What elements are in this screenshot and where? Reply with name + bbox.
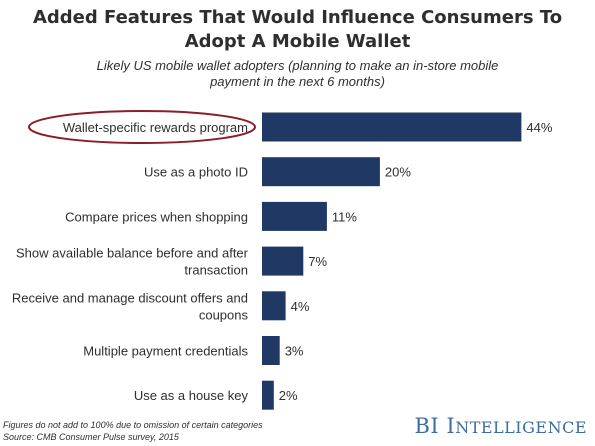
chart-subtitle-line-2: payment in the next 6 months) bbox=[210, 74, 385, 89]
value-label-4: 7% bbox=[308, 254, 327, 269]
category-label-7: Use as a house key bbox=[134, 388, 249, 403]
category-label-4-line-2: transaction bbox=[184, 263, 248, 278]
footnote-source: Source: CMB Consumer Pulse survey, 2015 bbox=[3, 432, 179, 442]
category-label-2-line-1: Use as a photo ID bbox=[144, 165, 248, 180]
logo-word-first: I bbox=[446, 414, 456, 438]
chart-subtitle-line-1: Likely US mobile wallet adopters (planni… bbox=[96, 58, 499, 73]
value-label-1: 44% bbox=[526, 120, 552, 135]
bar-6 bbox=[262, 336, 280, 365]
category-label-5-line-2: coupons bbox=[199, 307, 249, 322]
bi-intelligence-logo: BI INTELLIGENCE bbox=[414, 414, 587, 438]
category-label-5-line-1: Receive and manage discount offers and bbox=[12, 290, 248, 305]
logo-word-rest: NTELLIGENCE bbox=[455, 418, 587, 437]
chart-subtitle: Likely US mobile wallet adopters (planni… bbox=[40, 58, 555, 90]
highlight-ellipse bbox=[28, 110, 256, 144]
category-label-2: Use as a photo ID bbox=[144, 165, 248, 180]
category-label-6-line-1: Multiple payment credentials bbox=[83, 344, 248, 359]
bar-4 bbox=[262, 246, 304, 276]
category-label-5: Receive and manage discount offers and co… bbox=[12, 290, 249, 322]
category-label-1-line-1: Wallet-specific rewards program bbox=[63, 120, 248, 135]
value-label-5: 4% bbox=[291, 299, 310, 314]
bar-2 bbox=[262, 157, 380, 187]
chart-title: Added Features That Would Influence Cons… bbox=[10, 6, 585, 54]
category-label-6: Multiple payment credentials bbox=[83, 344, 248, 359]
footnote-note: Figures do not add to 100% due to omissi… bbox=[3, 420, 263, 430]
footnote: Figures do not add to 100% due to omissi… bbox=[3, 419, 263, 443]
category-label-4-line-1: Show available balance before and after bbox=[16, 246, 249, 261]
value-label-3: 11% bbox=[332, 209, 357, 224]
category-label-3: Compare prices when shopping bbox=[65, 209, 248, 224]
chart-title-text: Added Features That Would Influence Cons… bbox=[32, 7, 563, 52]
logo-initials: BI bbox=[414, 414, 440, 438]
bar-3 bbox=[262, 201, 327, 231]
category-label-7-line-1: Use as a house key bbox=[134, 388, 249, 403]
value-label-7: 2% bbox=[279, 388, 298, 403]
value-label-2: 20% bbox=[385, 165, 411, 180]
category-label-4: Show available balance before and after t… bbox=[16, 246, 249, 278]
category-label-1: Wallet-specific rewards program bbox=[63, 120, 248, 135]
bar-7 bbox=[262, 380, 274, 410]
bar-1 bbox=[262, 112, 522, 142]
value-label-6: 3% bbox=[285, 344, 304, 359]
category-label-3-line-1: Compare prices when shopping bbox=[65, 209, 248, 224]
bar-5 bbox=[262, 291, 286, 321]
